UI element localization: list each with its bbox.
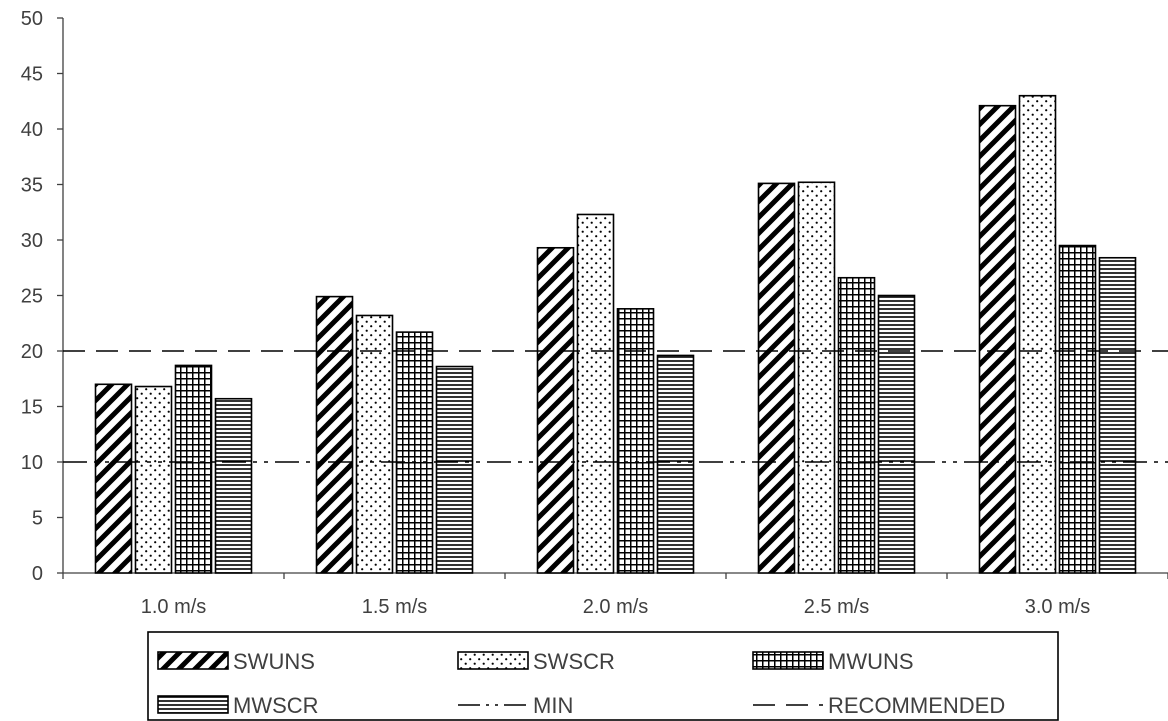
legend-item-mwuns: MWUNS — [752, 649, 914, 674]
y-tick-label: 10 — [21, 452, 43, 474]
y-tick-label: 40 — [21, 119, 43, 141]
y-tick-label: 15 — [21, 397, 43, 419]
bar-mwuns — [395, 331, 434, 574]
legend-item-mwscr: MWSCR — [157, 693, 319, 718]
legend: SWUNS SWSCR MWUNS MWSCR MIN RECOMMENDED — [147, 631, 1059, 721]
legend-label-mwuns: MWUNS — [828, 649, 914, 674]
reference-lines-layer — [63, 350, 1168, 463]
legend-swatch-swscr — [457, 651, 529, 670]
x-tick-label: 3.0 m/s — [1025, 596, 1091, 618]
legend-swatch-swuns — [157, 651, 229, 670]
bar-swscr — [576, 213, 615, 574]
y-tick-label: 50 — [21, 8, 43, 30]
y-tick-label: 20 — [21, 341, 43, 363]
y-tick-label: 5 — [32, 508, 43, 530]
x-tick-label: 1.5 m/s — [362, 596, 428, 618]
bar-mwscr — [877, 294, 916, 574]
bar-mwscr — [214, 397, 253, 574]
legend-label-min: MIN — [533, 693, 573, 718]
bar-swscr — [1018, 94, 1057, 574]
bar-mwuns — [1058, 244, 1097, 574]
x-tick-label: 2.5 m/s — [804, 596, 870, 618]
y-tick-label: 45 — [21, 64, 43, 86]
y-tick-label: 25 — [21, 286, 43, 308]
legend-box — [147, 631, 1059, 721]
legend-label-mwscr: MWSCR — [233, 693, 319, 718]
bar-mwscr — [656, 354, 695, 574]
bar-mwuns — [174, 364, 213, 574]
legend-item-swuns: SWUNS — [157, 649, 315, 674]
legend-item-recommended: RECOMMENDED — [753, 693, 1005, 718]
axes-layer: 0 5 10 15 20 25 30 35 40 45 50 1.0 m/s 1.5 m/s 2.0 m/… — [21, 8, 1168, 618]
bar-swuns — [94, 383, 133, 574]
bar-swuns — [978, 104, 1017, 574]
bar-swuns — [315, 295, 354, 574]
legend-swatch-mwuns — [752, 651, 824, 670]
bar-swscr — [355, 314, 394, 574]
x-tick-label: 1.0 m/s — [141, 596, 207, 618]
y-tick-label: 0 — [32, 563, 43, 585]
bars-layer — [94, 94, 1137, 574]
legend-label-swuns: SWUNS — [233, 649, 315, 674]
legend-swatch-mwscr — [157, 695, 229, 714]
y-tick-label: 30 — [21, 230, 43, 252]
bar-mwscr — [435, 365, 474, 574]
bar-mwuns — [837, 276, 876, 574]
bar-swscr — [134, 385, 173, 574]
bar-swuns — [757, 182, 796, 574]
bar-swscr — [797, 181, 836, 574]
bar-mwscr — [1098, 256, 1137, 574]
bar-mwuns — [616, 308, 655, 574]
legend-item-swscr: SWSCR — [457, 649, 615, 674]
x-tick-label: 2.0 m/s — [583, 596, 649, 618]
legend-label-swscr: SWSCR — [533, 649, 615, 674]
legend-item-min: MIN — [458, 693, 573, 718]
bar-swuns — [536, 246, 575, 574]
legend-label-recommended: RECOMMENDED — [828, 693, 1005, 718]
y-tick-label: 35 — [21, 175, 43, 197]
